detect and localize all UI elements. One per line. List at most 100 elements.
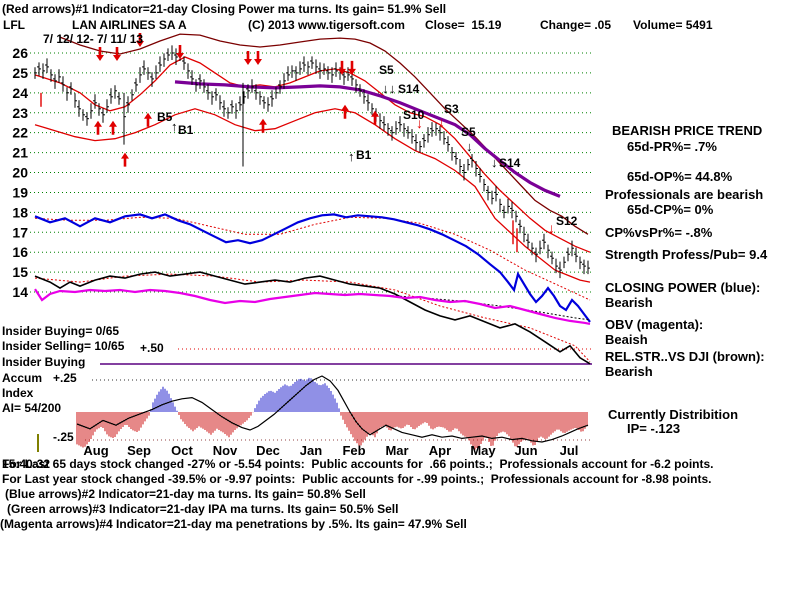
cp-ma-dotted [34, 216, 591, 301]
minus25-label: -.25 [53, 430, 74, 444]
price-axis-label: 21 [12, 145, 28, 161]
plus25-label: +.25 [53, 371, 77, 385]
sell-arrow-icon [244, 50, 252, 65]
thin-down-arrow-icon: ↓ [382, 81, 389, 96]
footer-line2: For Last year stock changed -39.5% or -9… [2, 472, 712, 486]
date-range: 7/ 12/ 12- 7/ 11/ 13 [43, 32, 144, 46]
obv-state: Beaish [605, 332, 648, 347]
cp-percent: 65d-CP%= 0% [627, 202, 714, 217]
signal-label: S10 [403, 108, 425, 122]
change-value: Change= .05 [540, 18, 612, 32]
footer-line5: (Magenta arrows)#4 Indicator=21-day ma p… [0, 517, 467, 531]
price-axis-label: 16 [12, 244, 28, 260]
signal-label: B1 [178, 123, 194, 137]
signal-label: B5 [157, 110, 173, 124]
thin-down-arrow-icon: ↓ [466, 139, 473, 154]
sell-arrow-icon [348, 60, 356, 75]
sell-arrow-icon [176, 44, 184, 59]
closing-power-state: Bearish [605, 295, 653, 310]
thin-up-arrow-icon: ↑ [348, 149, 355, 164]
signal-label: B1 [356, 148, 372, 162]
price-axis-label: 19 [12, 184, 28, 200]
professionals-note: Professionals are bearish [605, 187, 764, 202]
signal-label: S14 [398, 82, 420, 96]
op-percent: 65d-OP%= 44.8% [627, 169, 733, 184]
relstr-title: REL.STR..VS DJI (brown): [605, 349, 765, 364]
accum-title-3: Index [2, 386, 34, 400]
buy-arrow-icon [259, 118, 267, 133]
buy-arrow-icon [94, 120, 102, 135]
signal-header-line: (Red arrows)#1 Indicator=21-day Closing … [2, 2, 447, 16]
thin-down-arrow-icon: ↓ [491, 155, 498, 170]
price-axis-label: 26 [12, 45, 28, 61]
closing-power-line [34, 213, 591, 323]
price-axis-label: 15 [12, 264, 28, 280]
relstr-ma-dotted [34, 273, 591, 363]
trend-label: BEARISH PRICE TREND [612, 123, 763, 138]
volume-value: Volume= 5491 [633, 18, 713, 32]
long-ma-purple [174, 80, 561, 198]
month-axis-label: May [470, 443, 496, 458]
footer-line3: (Blue arrows)#2 Indicator=21-day ma turn… [5, 487, 366, 501]
buy-arrow-icon [371, 110, 379, 125]
month-axis-label: Jun [514, 443, 537, 458]
accum-line [76, 375, 589, 443]
buy-arrow-icon [144, 112, 152, 127]
accum-index-value: AI= 54/200 [2, 401, 62, 415]
ip-value: IP= -.123 [627, 421, 681, 436]
thin-up-arrow-icon: ↑ [171, 119, 178, 134]
closing-power-title: CLOSING POWER (blue): [605, 280, 761, 295]
price-axis-label: 14 [12, 284, 28, 300]
footer-line1-overlay: 15:40:32 [2, 457, 51, 471]
sell-arrow-icon [254, 50, 262, 65]
copyright-text: (C) 2013 www.tigersoft.com [248, 18, 405, 32]
accum-title-1: Insider Buying [2, 355, 86, 369]
signal-label: S3 [444, 102, 459, 116]
stock-title: LAN AIRLINES SA A [72, 18, 187, 32]
signal-label: S5 [379, 63, 394, 77]
month-axis-label: Aug [83, 443, 108, 458]
sell-arrow-outline-icon: ↓ [548, 220, 555, 236]
month-axis-label: Jan [300, 443, 322, 458]
signal-label: S14 [499, 156, 521, 170]
obv-line [34, 288, 591, 325]
price-axis-label: 25 [12, 65, 28, 81]
sell-arrow-outline-icon: ↓ [438, 114, 445, 130]
buy-arrow-icon [341, 104, 349, 119]
signal-label: S12 [556, 214, 578, 228]
relstr-state: Bearish [605, 364, 653, 379]
price-axis-label: 23 [12, 105, 28, 121]
ticker-symbol: LFL [3, 18, 25, 32]
buy-arrow-icon [109, 120, 117, 135]
month-axis-label: Oct [171, 443, 193, 458]
sell-arrow-icon [113, 46, 121, 61]
pr-percent: 65d-PR%= .7% [627, 139, 717, 154]
month-axis-label: Mar [385, 443, 408, 458]
plus50-label: +.50 [140, 341, 164, 355]
month-axis-label: Sep [127, 443, 151, 458]
lower-band-red [34, 108, 591, 283]
price-axis-label: 17 [12, 224, 28, 240]
month-axis-label: Jul [560, 443, 579, 458]
price-axis-label: 20 [12, 165, 28, 181]
sell-arrow-icon [136, 33, 144, 48]
sell-arrow-outline-icon: ↓ [416, 115, 423, 131]
price-axis-label: 24 [12, 85, 28, 101]
signal-label: S5 [461, 125, 476, 139]
month-axis-label: Dec [256, 443, 280, 458]
strength-ratio: Strength Profess/Pub= 9.4 [605, 247, 768, 262]
insider-buying-count: Insider Buying= 0/65 [2, 324, 120, 338]
close-value: Close= 15.19 [425, 18, 502, 32]
price-axis-label: 22 [12, 125, 28, 141]
accum-title-2: Accum [2, 371, 43, 385]
buy-arrow-icon [121, 152, 129, 167]
sell-arrow-icon [96, 46, 104, 61]
obv-ma-dotted [339, 293, 591, 321]
obv-title: OBV (magenta): [605, 317, 704, 332]
current-mode: Currently Distribition [608, 407, 739, 422]
footer-line4: (Green arrows)#3 Indicator=21-day IPA ma… [7, 502, 399, 516]
sell-arrow-icon [338, 60, 346, 75]
price-axis-label: 18 [12, 204, 28, 220]
